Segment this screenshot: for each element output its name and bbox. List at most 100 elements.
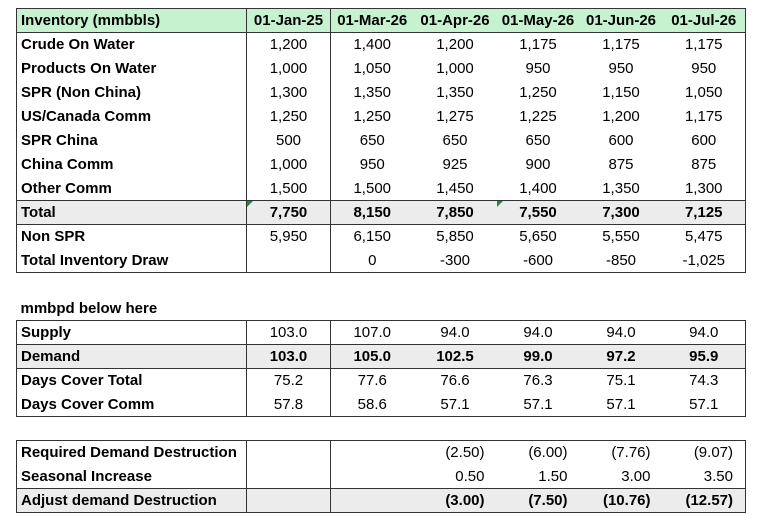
value-cell[interactable] [330, 488, 414, 513]
row-label[interactable]: SPR China [16, 128, 247, 153]
value-cell[interactable]: 94.0 [496, 320, 580, 345]
value-cell[interactable]: (7.76) [579, 440, 663, 465]
column-header[interactable]: 01-Jun-26 [579, 8, 663, 33]
value-cell[interactable]: 74.3 [662, 368, 746, 393]
value-cell[interactable]: 950 [525, 60, 551, 77]
value-cell[interactable]: 3.50 [662, 464, 746, 489]
value-cell[interactable]: -600 [496, 248, 580, 273]
value-cell[interactable]: 1,400 [353, 36, 392, 54]
value-cell[interactable]: 7,750 [246, 200, 331, 225]
value-cell[interactable]: 1,175 [662, 32, 746, 57]
value-cell[interactable]: (6.00) [496, 440, 580, 465]
value-cell[interactable]: 1,050 [353, 60, 392, 77]
value-cell[interactable] [246, 488, 331, 513]
value-cell[interactable]: 57.1 [579, 392, 663, 417]
row-label[interactable]: China Comm [16, 152, 247, 177]
value-cell[interactable]: 57.1 [496, 392, 580, 417]
value-cell[interactable]: 875 [662, 152, 746, 177]
value-cell[interactable]: 3.00 [621, 467, 651, 485]
value-cell[interactable]: 650 [525, 132, 551, 149]
value-cell[interactable]: 1,175 [519, 36, 557, 54]
row-label[interactable]: Required Demand Destruction [16, 440, 247, 465]
value-cell[interactable]: 650 [442, 132, 468, 149]
value-cell[interactable]: 97.2 [579, 344, 663, 369]
value-cell[interactable]: 57.1 [413, 392, 497, 417]
value-cell[interactable]: 107.0 [330, 320, 414, 345]
header-label[interactable]: Inventory (mmbbls) [16, 8, 247, 33]
value-cell[interactable]: -300 [413, 248, 497, 273]
value-cell[interactable]: 103.0 [246, 344, 331, 369]
row-label[interactable]: Days Cover Comm [16, 392, 247, 417]
column-header[interactable]: 01-Mar-26 [330, 8, 414, 33]
value-cell[interactable]: 950 [359, 156, 385, 173]
value-cell[interactable]: 1,250 [353, 108, 392, 125]
row-label[interactable]: Adjust demand Destruction [16, 488, 247, 513]
value-cell[interactable]: 7,125 [662, 200, 746, 225]
value-cell[interactable]: -1,025 [662, 248, 746, 273]
column-header[interactable]: 01-May-26 [496, 8, 580, 33]
value-cell[interactable]: 95.9 [662, 344, 746, 369]
value-cell[interactable]: 5,550 [602, 228, 640, 246]
value-cell[interactable]: 1,500 [353, 179, 392, 197]
value-cell[interactable] [246, 248, 331, 273]
value-cell[interactable] [331, 465, 414, 489]
column-header[interactable]: 01-Apr-26 [413, 8, 497, 33]
row-label[interactable]: Other Comm [16, 176, 247, 201]
column-header[interactable]: 01-Jan-25 [246, 8, 331, 33]
value-cell[interactable]: 500 [246, 128, 331, 153]
value-cell[interactable]: 1,300 [246, 80, 331, 105]
value-cell[interactable]: 1,450 [436, 179, 474, 197]
value-cell[interactable]: 7,850 [413, 200, 497, 225]
value-cell[interactable]: 1,050 [662, 80, 746, 105]
value-cell[interactable]: 1,500 [246, 176, 331, 201]
value-cell[interactable]: 103.0 [246, 320, 331, 345]
value-cell[interactable]: 99.0 [496, 344, 580, 369]
value-cell[interactable]: 1,350 [602, 179, 640, 197]
value-cell[interactable]: 1,275 [436, 108, 474, 125]
row-label[interactable]: SPR (Non China) [16, 80, 247, 105]
value-cell[interactable]: 1,000 [436, 60, 474, 77]
row-label[interactable]: Demand [16, 344, 247, 369]
row-label[interactable]: Non SPR [16, 224, 247, 249]
value-cell[interactable]: (9.07) [662, 440, 746, 465]
value-cell[interactable]: 1,200 [246, 32, 331, 57]
value-cell[interactable]: 102.5 [413, 344, 497, 369]
value-cell[interactable]: 1,200 [436, 36, 474, 54]
value-cell[interactable]: 8,150 [330, 200, 414, 225]
value-cell[interactable] [246, 440, 331, 465]
value-cell[interactable]: 6,150 [353, 228, 392, 246]
value-cell[interactable]: 7,550 [496, 200, 580, 225]
row-label[interactable]: Products On Water [16, 56, 247, 81]
value-cell[interactable]: 0.50 [455, 467, 485, 485]
value-cell[interactable]: 57.8 [246, 392, 331, 417]
value-cell[interactable]: 1,350 [353, 84, 392, 101]
value-cell[interactable]: 75.2 [246, 368, 331, 393]
value-cell[interactable]: 1,250 [519, 84, 557, 101]
value-cell[interactable]: 76.3 [523, 372, 553, 390]
value-cell[interactable]: 5,850 [436, 228, 474, 246]
value-cell[interactable]: 925 [442, 156, 468, 173]
value-cell[interactable]: 1,150 [602, 84, 640, 101]
column-header[interactable]: 01-Jul-26 [662, 8, 746, 33]
value-cell[interactable]: 1,000 [246, 152, 331, 177]
value-cell[interactable]: -850 [579, 248, 663, 273]
value-cell[interactable]: 105.0 [330, 344, 414, 369]
value-cell[interactable]: 76.6 [440, 372, 470, 390]
value-cell[interactable]: 1,400 [519, 179, 557, 197]
value-cell[interactable] [246, 464, 331, 489]
value-cell[interactable]: 94.0 [579, 320, 663, 345]
value-cell[interactable]: (2.50) [413, 440, 497, 465]
row-label[interactable]: Total Inventory Draw [16, 248, 247, 273]
value-cell[interactable]: 1,300 [662, 176, 746, 201]
value-cell[interactable]: 600 [662, 128, 746, 153]
value-cell[interactable]: 1,200 [602, 108, 640, 125]
value-cell[interactable]: 950 [608, 60, 634, 77]
value-cell[interactable]: 57.1 [662, 392, 746, 417]
value-cell[interactable]: 5,950 [246, 224, 331, 249]
row-label[interactable]: Seasonal Increase [16, 464, 247, 489]
value-cell[interactable]: 950 [662, 56, 746, 81]
value-cell[interactable]: 0 [330, 248, 414, 273]
value-cell[interactable]: 5,650 [519, 228, 557, 246]
value-cell[interactable]: 900 [525, 156, 551, 173]
value-cell[interactable]: (7.50) [496, 488, 580, 513]
